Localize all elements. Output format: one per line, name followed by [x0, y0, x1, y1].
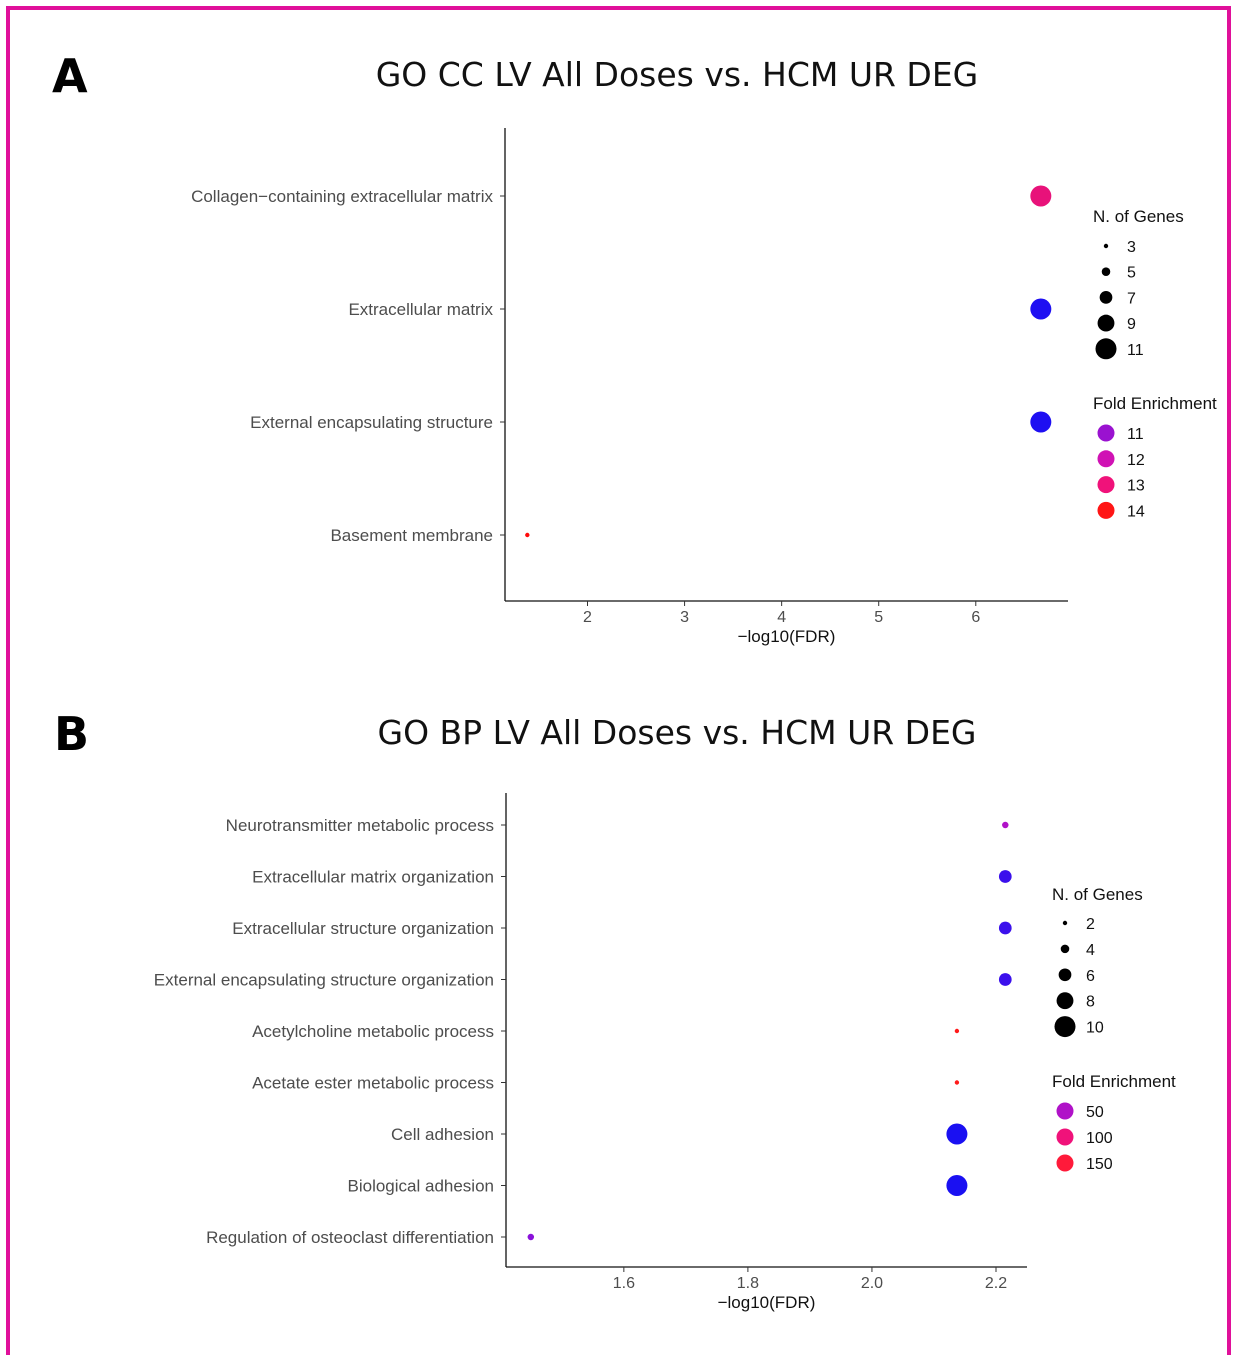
x-tick-label: 3 [680, 609, 689, 626]
size-legend-marker [1101, 267, 1111, 276]
size-legend-marker [1060, 944, 1070, 954]
x-tick-label: 1.6 [613, 1275, 635, 1292]
category-label: Collagen−containing extracellular matrix [191, 187, 493, 206]
figure-frame [6, 6, 1231, 1355]
color-legend-label: 150 [1086, 1156, 1113, 1173]
data-point [946, 1123, 968, 1145]
color-legend-label: 14 [1127, 503, 1145, 520]
category-label: Regulation of osteoclast differentiation [206, 1228, 494, 1247]
x-tick-label: 6 [971, 609, 980, 626]
data-point [998, 921, 1012, 935]
size-legend-marker [1058, 968, 1072, 982]
color-legend-label: 100 [1086, 1130, 1113, 1147]
data-point [1030, 411, 1052, 433]
data-point [1030, 185, 1052, 207]
chart-title: GO BP LV All Doses vs. HCM UR DEG [378, 713, 977, 752]
size-legend-marker [1103, 243, 1109, 249]
color-legend-label: 12 [1127, 452, 1145, 469]
data-point [946, 1175, 968, 1196]
size-legend-label: 4 [1086, 942, 1095, 959]
data-point [527, 1233, 535, 1241]
x-tick-label: 4 [777, 609, 786, 626]
size-legend-title: N. of Genes [1052, 885, 1143, 904]
category-label: Neurotransmitter metabolic process [226, 816, 494, 835]
x-axis-title: −log10(FDR) [738, 627, 836, 646]
size-legend-marker [1095, 338, 1117, 360]
data-point [954, 1080, 960, 1085]
category-label: Cell adhesion [391, 1125, 494, 1144]
data-point [1030, 298, 1052, 320]
category-label: Extracellular structure organization [232, 919, 494, 938]
data-point [998, 973, 1012, 986]
chart-panel-a: A GO CC LV All Doses vs. HCM UR DEG Collag… [52, 49, 1217, 646]
x-tick-label: 5 [874, 609, 883, 626]
color-legend-title: Fold Enrichment [1052, 1072, 1176, 1091]
size-legend-label: 7 [1127, 290, 1136, 307]
data-point [998, 870, 1012, 883]
size-legend-label: 10 [1086, 1020, 1104, 1037]
data-point [954, 1028, 960, 1034]
color-legend-label: 11 [1127, 426, 1144, 443]
size-legend-marker [1054, 1016, 1076, 1038]
category-label: Acetylcholine metabolic process [252, 1022, 494, 1041]
color-legend-marker [1097, 501, 1115, 519]
color-legend-marker [1056, 1154, 1074, 1172]
size-legend-marker [1099, 291, 1113, 304]
color-legend-marker [1056, 1128, 1074, 1146]
color-legend-marker [1097, 476, 1115, 494]
size-legend-label: 5 [1127, 265, 1136, 282]
x-tick-label: 2.0 [861, 1275, 883, 1292]
x-axis-title: −log10(FDR) [718, 1293, 816, 1312]
size-legend-title: N. of Genes [1093, 207, 1184, 226]
category-label: Biological adhesion [348, 1177, 495, 1196]
chart-panel-b: B GO BP LV All Doses vs. HCM UR DEG Neurot… [54, 707, 1176, 1312]
category-label: Extracellular matrix [348, 300, 493, 319]
x-tick-label: 1.8 [737, 1275, 759, 1292]
panel-letter: A [52, 49, 88, 103]
color-legend-label: 50 [1086, 1104, 1104, 1121]
x-tick-label: 2.2 [985, 1275, 1007, 1292]
size-legend-marker [1062, 920, 1068, 926]
panel-letter: B [54, 707, 89, 761]
category-label: External encapsulating structure organiz… [154, 971, 494, 990]
size-legend-label: 8 [1086, 994, 1095, 1011]
category-label: Basement membrane [330, 526, 493, 545]
size-legend-label: 9 [1127, 316, 1136, 333]
color-legend-title: Fold Enrichment [1093, 394, 1217, 413]
chart-title: GO CC LV All Doses vs. HCM UR DEG [376, 55, 979, 94]
category-label: Acetate ester metabolic process [252, 1074, 494, 1093]
category-label: Extracellular matrix organization [252, 868, 494, 887]
color-legend-marker [1097, 424, 1115, 442]
size-legend-marker [1056, 992, 1074, 1010]
size-legend-label: 11 [1127, 342, 1144, 359]
color-legend-marker [1097, 450, 1115, 468]
size-legend-marker [1097, 314, 1115, 332]
color-legend-marker [1056, 1102, 1074, 1120]
data-point [1002, 821, 1009, 829]
data-point [525, 532, 530, 538]
x-tick-label: 2 [583, 609, 592, 626]
color-legend-label: 13 [1127, 478, 1145, 495]
size-legend-label: 2 [1086, 916, 1095, 933]
size-legend-label: 6 [1086, 968, 1095, 985]
category-label: External encapsulating structure [250, 413, 493, 432]
size-legend-label: 3 [1127, 239, 1136, 256]
